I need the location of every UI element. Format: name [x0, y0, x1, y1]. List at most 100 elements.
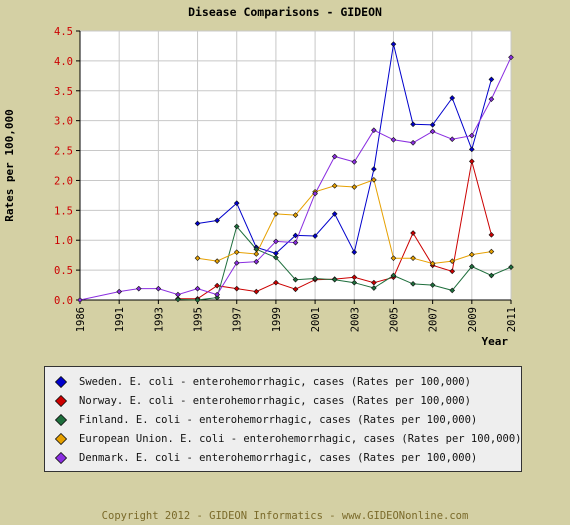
data-point	[371, 127, 377, 134]
data-point	[351, 279, 358, 286]
legend-diamond-icon	[55, 376, 67, 388]
data-point	[194, 297, 201, 303]
x-tick-label: 2003	[349, 307, 361, 332]
series-line	[197, 179, 492, 265]
y-axis-label: Rates per 100,000	[3, 109, 16, 222]
data-point	[468, 263, 475, 270]
series-line	[79, 57, 512, 301]
plot-area	[80, 31, 511, 300]
x-tick-label: 1999	[271, 307, 283, 332]
data-point	[214, 258, 220, 264]
data-point	[175, 296, 181, 303]
data-point	[312, 233, 318, 239]
data-point	[214, 294, 220, 301]
data-point	[429, 260, 436, 267]
series-line	[197, 44, 492, 254]
y-tick-label: 1.0	[54, 235, 73, 247]
y-tick-label: 3.0	[54, 116, 73, 128]
y-tick-label: 0.0	[54, 295, 73, 307]
data-point	[331, 211, 338, 217]
data-point	[371, 279, 377, 286]
data-point	[390, 272, 397, 279]
y-tick-label: 3.5	[54, 86, 73, 98]
data-point	[429, 122, 436, 128]
data-point	[410, 139, 416, 146]
data-point	[410, 255, 416, 261]
x-axis-label: Year	[482, 335, 509, 348]
data-point	[331, 276, 338, 283]
legend-label: Sweden. E. coli - enterohemorrhagic, cas…	[79, 376, 471, 388]
legend-diamond-icon	[55, 433, 67, 445]
data-point	[351, 184, 358, 190]
y-tick-label: 4.5	[54, 26, 73, 38]
data-point	[233, 260, 240, 266]
data-point	[194, 285, 201, 292]
data-point	[214, 282, 220, 289]
legend: Sweden. E. coli - enterohemorrhagic, cas…	[44, 366, 522, 472]
legend-label: Norway. E. coli - enterohemorrhagic, cas…	[79, 395, 471, 407]
data-point	[468, 251, 475, 258]
x-tick-label: 1995	[193, 307, 205, 332]
data-point	[273, 279, 279, 286]
data-point	[292, 286, 299, 293]
data-point	[77, 297, 83, 303]
data-point	[429, 282, 436, 288]
legend-label: Denmark. E. coli - enterohemorrhagic, ca…	[79, 452, 478, 464]
data-point	[214, 217, 220, 224]
data-point	[273, 254, 279, 261]
legend-diamond-icon	[55, 452, 67, 464]
x-tick-label: 1993	[153, 307, 165, 332]
y-tick-label: 0.5	[54, 265, 73, 277]
chart-title: Disease Comparisons - GIDEON	[188, 5, 382, 19]
data-point	[331, 183, 338, 189]
data-point	[253, 251, 260, 257]
legend-label: European Union. E. coli - enterohemorrha…	[79, 433, 522, 445]
data-point	[468, 146, 475, 153]
data-point	[351, 159, 358, 165]
data-point	[508, 264, 514, 270]
footer-copyright: Copyright 2012 - GIDEON Informatics - ww…	[101, 510, 469, 522]
x-tick-label: 2007	[428, 307, 440, 332]
data-point	[390, 41, 397, 47]
y-tick-label: 4.0	[54, 56, 73, 68]
data-point	[410, 121, 416, 128]
x-tick-label: 2009	[467, 307, 479, 332]
data-point	[292, 276, 299, 283]
data-point	[312, 190, 318, 197]
data-point	[410, 281, 416, 287]
y-tick-label: 1.5	[54, 205, 73, 217]
data-point	[410, 230, 416, 236]
data-point	[253, 288, 260, 295]
data-point	[468, 132, 475, 139]
data-point	[292, 212, 299, 218]
data-point	[449, 136, 456, 143]
x-tick-label: 1997	[232, 307, 244, 332]
data-point	[214, 291, 220, 298]
data-point	[488, 272, 495, 279]
data-point	[312, 275, 318, 282]
data-point	[351, 249, 358, 256]
legend-diamond-icon	[55, 395, 67, 407]
data-point	[175, 291, 181, 298]
data-point	[488, 96, 495, 102]
data-point	[194, 220, 201, 227]
data-point	[449, 268, 456, 275]
data-point	[155, 285, 162, 292]
data-point	[488, 76, 495, 83]
data-point	[331, 153, 338, 160]
x-tick-label: 1991	[114, 307, 126, 332]
data-point	[508, 54, 514, 61]
data-point	[371, 285, 377, 291]
x-tick-label: 1986	[75, 307, 87, 332]
data-point	[371, 177, 377, 183]
legend-label: Finland. E. coli - enterohemorrhagic, ca…	[79, 414, 478, 426]
data-point	[233, 285, 240, 292]
data-point	[449, 95, 456, 101]
data-point	[390, 136, 397, 143]
data-point	[273, 238, 279, 245]
x-tick-label: 2001	[310, 307, 322, 332]
data-point	[488, 248, 495, 255]
data-point	[194, 255, 201, 261]
